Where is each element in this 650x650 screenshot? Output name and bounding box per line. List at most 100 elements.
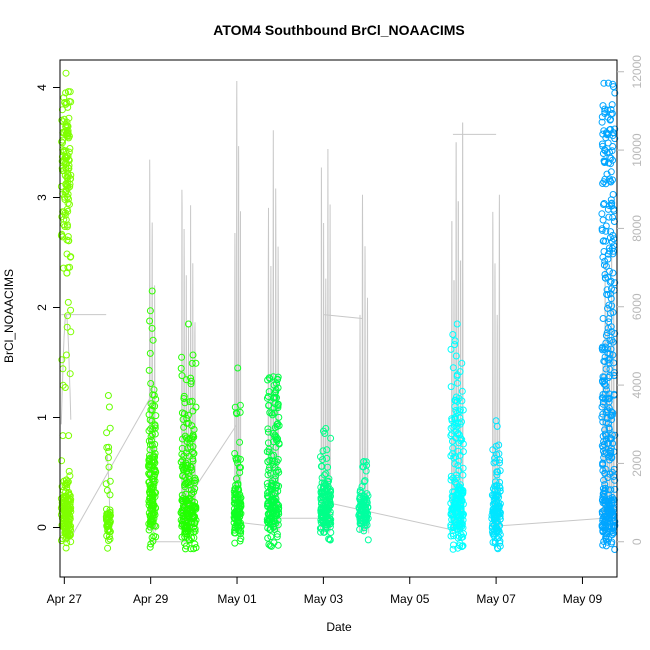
data-point-s10-206 xyxy=(600,450,608,458)
data-point-s9-54 xyxy=(494,545,502,553)
data-point-s10-164 xyxy=(599,443,607,451)
data-point-s1-39 xyxy=(104,512,112,520)
data-point-s10-309 xyxy=(605,213,613,221)
data-point-s7-70 xyxy=(356,517,364,525)
data-point-s3-156 xyxy=(190,433,198,441)
data-point-s6-114 xyxy=(319,447,327,455)
data-point-s3-132 xyxy=(179,506,187,514)
data-point-s10-245 xyxy=(599,400,607,408)
data-point-s0-113 xyxy=(65,488,73,496)
x-tick-label-6: May 09 xyxy=(563,592,603,606)
data-point-s10-232 xyxy=(601,353,609,361)
data-point-s0-257 xyxy=(60,215,68,223)
data-point-s3-199 xyxy=(186,439,194,447)
data-point-s10-278 xyxy=(599,315,607,322)
data-point-s4-95 xyxy=(232,481,240,489)
data-point-s7-88 xyxy=(362,458,370,466)
data-point-s8-158 xyxy=(451,460,459,468)
data-point-s8-197 xyxy=(458,387,466,395)
data-point-s0-228 xyxy=(63,250,71,258)
data-point-s0-129 xyxy=(62,488,70,496)
data-point-s3-179 xyxy=(187,463,195,471)
data-point-s10-198 xyxy=(604,538,611,546)
data-point-s2-108 xyxy=(148,484,155,492)
data-point-s10-349 xyxy=(602,180,610,188)
data-point-s3-99 xyxy=(181,530,189,537)
data-point-s10-330 xyxy=(609,247,617,255)
data-point-s5-143 xyxy=(263,448,271,456)
data-point-s8-88 xyxy=(449,527,457,535)
data-point-s9-115 xyxy=(492,458,500,466)
data-point-s0-126 xyxy=(66,498,74,506)
data-point-s8-192 xyxy=(453,409,461,417)
data-point-s0-max xyxy=(62,69,70,77)
data-point-s0-273 xyxy=(62,180,70,188)
data-point-s3-149 xyxy=(191,485,199,493)
data-point-s8-151 xyxy=(452,393,460,401)
data-point-s3-201 xyxy=(187,377,195,385)
data-point-s10-88 xyxy=(601,517,609,525)
data-point-s9-max xyxy=(492,417,500,425)
data-point-s4-82 xyxy=(231,508,239,516)
data-point-s10-195 xyxy=(608,499,616,507)
data-point-s3-160 xyxy=(186,398,194,406)
data-point-s2-140 xyxy=(145,427,153,435)
data-point-s2-88 xyxy=(149,518,157,526)
data-point-s10-283 xyxy=(600,79,608,87)
data-point-s10-259 xyxy=(603,286,611,294)
data-point-s0-244 xyxy=(60,208,68,216)
data-point-s5-166 xyxy=(265,374,273,382)
data-point-s10-327 xyxy=(602,274,610,282)
data-point-s10-162 xyxy=(606,447,614,455)
data-point-s9-110 xyxy=(491,454,499,462)
data-point-s4-101 xyxy=(231,403,239,411)
data-point-s10-289 xyxy=(607,290,614,298)
data-point-s10-286 xyxy=(609,269,617,277)
data-point-s10-367 xyxy=(600,178,608,186)
data-point-s4-77 xyxy=(236,513,244,521)
data-point-s3-79 xyxy=(191,540,199,548)
data-point-s8-108 xyxy=(451,503,459,510)
x-tick-label-3: May 03 xyxy=(304,592,344,606)
data-point-s2-5 xyxy=(146,543,154,551)
data-point-s2-90 xyxy=(149,537,157,545)
data-point-s5-107 xyxy=(263,480,271,487)
data-point-s4-96 xyxy=(232,522,240,530)
data-point-s0-139 xyxy=(63,351,70,359)
data-point-s10-274 xyxy=(609,308,617,316)
data-point-s1-36 xyxy=(106,509,114,517)
data-point-s10-166 xyxy=(599,418,607,426)
x-tick-label-5: May 07 xyxy=(476,592,516,606)
data-point-s0-115 xyxy=(65,511,73,519)
data-point-s6-103 xyxy=(327,520,335,527)
data-point-s5-150 xyxy=(270,438,277,446)
data-point-s2-123 xyxy=(149,482,157,490)
data-point-s0-264 xyxy=(64,122,72,130)
data-point-s10-262 xyxy=(602,339,610,347)
data-point-s5-148 xyxy=(271,497,279,505)
data-point-s3-145 xyxy=(178,491,186,499)
data-point-s10-86 xyxy=(609,529,617,537)
data-point-s4-78 xyxy=(231,491,239,499)
data-point-s0-243 xyxy=(58,153,66,161)
data-point-s10-223 xyxy=(608,336,616,344)
data-point-s8-116 xyxy=(451,516,459,524)
data-point-s0-152 xyxy=(64,478,72,486)
data-point-s3-193 xyxy=(178,372,186,380)
y-tick-label-3: 3 xyxy=(35,194,49,201)
data-point-s10-364 xyxy=(609,129,617,137)
data-point-s10-109 xyxy=(606,495,614,503)
data-point-s0-104 xyxy=(65,520,73,528)
data-point-s3-173 xyxy=(187,486,195,494)
data-point-s5-147 xyxy=(264,425,272,433)
data-point-s5-137 xyxy=(268,457,276,465)
data-point-s10-247 xyxy=(602,332,610,339)
data-point-s2-122 xyxy=(149,462,157,470)
data-point-s10-142 xyxy=(602,465,610,473)
data-point-s0-185 xyxy=(66,145,74,152)
data-point-s5-102 xyxy=(272,511,279,519)
data-point-s1-33 xyxy=(105,533,113,540)
data-point-s8-168 xyxy=(450,541,457,549)
data-point-s10-334 xyxy=(607,228,615,236)
data-point-s0-237 xyxy=(57,232,65,240)
